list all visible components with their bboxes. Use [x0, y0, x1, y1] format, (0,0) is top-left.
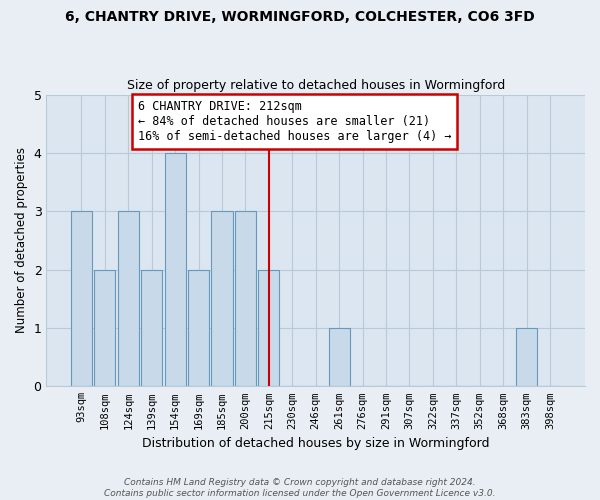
Y-axis label: Number of detached properties: Number of detached properties — [15, 148, 28, 334]
Bar — [235, 212, 256, 386]
Bar — [94, 270, 115, 386]
Title: Size of property relative to detached houses in Wormingford: Size of property relative to detached ho… — [127, 79, 505, 92]
Bar — [329, 328, 350, 386]
X-axis label: Distribution of detached houses by size in Wormingford: Distribution of detached houses by size … — [142, 437, 490, 450]
Bar — [164, 153, 185, 386]
Text: 6, CHANTRY DRIVE, WORMINGFORD, COLCHESTER, CO6 3FD: 6, CHANTRY DRIVE, WORMINGFORD, COLCHESTE… — [65, 10, 535, 24]
Bar — [118, 212, 139, 386]
Bar — [188, 270, 209, 386]
Bar — [259, 270, 280, 386]
Bar — [71, 212, 92, 386]
Text: Contains HM Land Registry data © Crown copyright and database right 2024.
Contai: Contains HM Land Registry data © Crown c… — [104, 478, 496, 498]
Bar — [211, 212, 233, 386]
Bar — [141, 270, 162, 386]
Bar — [516, 328, 537, 386]
Text: 6 CHANTRY DRIVE: 212sqm
← 84% of detached houses are smaller (21)
16% of semi-de: 6 CHANTRY DRIVE: 212sqm ← 84% of detache… — [138, 100, 451, 144]
